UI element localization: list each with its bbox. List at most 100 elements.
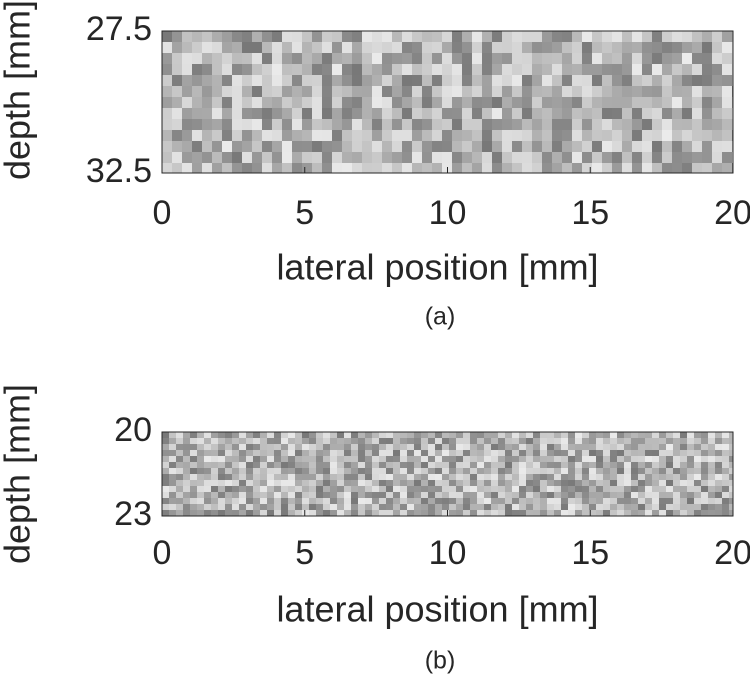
speckle-cell (344, 462, 352, 469)
speckle-cell (204, 438, 212, 445)
speckle-cell (491, 468, 499, 475)
speckle-cell (680, 462, 688, 469)
speckle-cell (392, 75, 403, 87)
speckle-cell (452, 108, 463, 120)
speckle-cell (652, 468, 660, 475)
speckle-cell (519, 438, 527, 445)
speckle-cell (575, 504, 583, 511)
speckle-cell (589, 474, 597, 481)
speckle-cell (252, 119, 263, 131)
speckle-cell (582, 130, 593, 142)
speckle-cell (682, 141, 693, 153)
speckle-cell (282, 163, 293, 174)
speckle-cell (309, 468, 317, 475)
speckle-cell (729, 498, 734, 505)
speckle-cell (712, 53, 723, 65)
speckle-cell (162, 64, 173, 76)
speckle-cell (182, 86, 193, 98)
speckle-cell (260, 468, 268, 475)
speckle-cell (463, 456, 471, 463)
speckle-cell (162, 97, 173, 109)
speckle-cell (182, 141, 193, 153)
speckle-cell (522, 86, 533, 98)
speckle-cell (666, 450, 674, 457)
speckle-cell (638, 480, 646, 487)
speckle-cell (197, 462, 205, 469)
speckle-cell (442, 474, 450, 481)
speckle-cell (288, 432, 296, 439)
speckle-cell (638, 450, 646, 457)
speckle-cell (372, 97, 383, 109)
speckle-cell (562, 86, 573, 98)
speckle-cell (295, 492, 303, 499)
speckle-cell (202, 42, 213, 54)
speckle-cell (218, 510, 226, 517)
speckle-cell (292, 86, 303, 98)
speckle-cell (190, 438, 198, 445)
speckle-cell (470, 480, 478, 487)
speckle-cell (407, 438, 415, 445)
speckle-cell (492, 119, 503, 131)
speckle-cell (462, 152, 473, 164)
speckle-cell (344, 432, 352, 439)
speckle-cell (393, 498, 401, 505)
speckle-cell (582, 64, 593, 76)
speckle-cell (414, 498, 422, 505)
speckle-cell (351, 510, 359, 517)
speckle-cell (372, 152, 383, 164)
speckle-cell (624, 444, 632, 451)
speckle-cell (452, 42, 463, 54)
speckle-cell (602, 141, 613, 153)
speckle-cell (682, 108, 693, 120)
speckle-cell (422, 119, 433, 131)
speckle-cell (729, 480, 734, 487)
speckle-cell (260, 438, 268, 445)
speckle-cell (183, 510, 191, 517)
speckle-cell (522, 141, 533, 153)
speckle-cell (274, 474, 282, 481)
speckle-cell (176, 480, 184, 487)
speckle-cell (202, 53, 213, 65)
speckle-cell (302, 432, 310, 439)
speckle-cell (561, 462, 569, 469)
speckle-cell (260, 444, 268, 451)
speckle-cell (522, 152, 533, 164)
speckle-cell (222, 64, 233, 76)
speckle-cell (309, 504, 317, 511)
speckle-cell (422, 141, 433, 153)
speckle-cell (452, 141, 463, 153)
speckle-cell (386, 498, 394, 505)
speckle-cell (312, 42, 323, 54)
speckle-cell (603, 468, 611, 475)
speckle-cell (552, 64, 563, 76)
y-tick-label: 27.5 (86, 10, 152, 48)
speckle-cell (463, 462, 471, 469)
speckle-cell (672, 163, 683, 174)
speckle-cell (382, 152, 393, 164)
speckle-cell (212, 97, 223, 109)
speckle-cell (449, 468, 457, 475)
speckle-cell (449, 456, 457, 463)
speckle-cell (242, 75, 253, 87)
speckle-cell (432, 42, 443, 54)
speckle-cell (592, 152, 603, 164)
speckle-cell (402, 31, 413, 43)
speckle-cell (422, 42, 433, 54)
speckle-cell (596, 510, 604, 517)
speckle-cell (252, 130, 263, 142)
speckle-cell (322, 130, 333, 142)
speckle-cell (694, 432, 702, 439)
speckle-cell (337, 450, 345, 457)
speckle-cell (316, 456, 324, 463)
speckle-cell (562, 119, 573, 131)
speckle-cell (372, 163, 383, 174)
speckle-cell (729, 444, 734, 451)
speckle-cell (502, 130, 513, 142)
speckle-cell (505, 486, 513, 493)
speckle-cell (561, 450, 569, 457)
speckle-cell (701, 486, 709, 493)
speckle-cell (272, 42, 283, 54)
speckle-cell (715, 444, 723, 451)
speckle-cell (702, 163, 713, 174)
speckle-cell (491, 480, 499, 487)
